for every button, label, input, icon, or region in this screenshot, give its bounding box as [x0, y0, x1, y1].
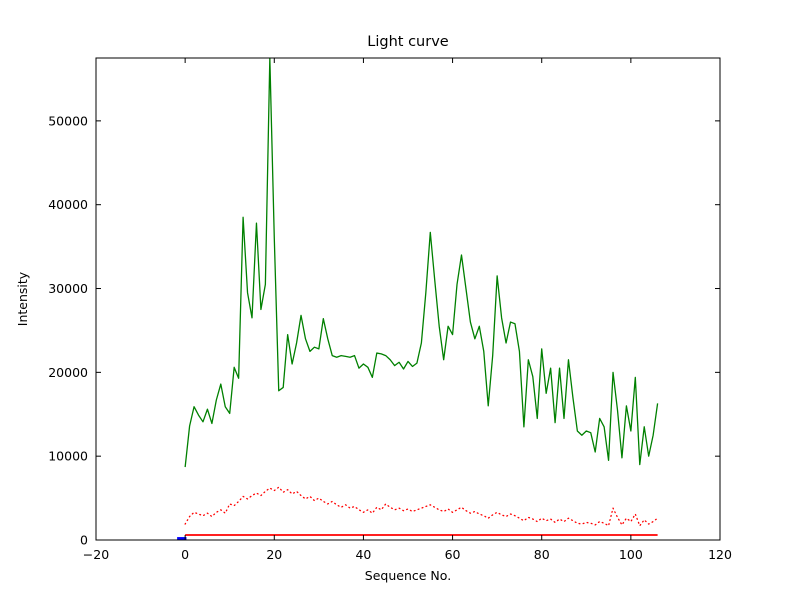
x-tick-label: 120: [708, 547, 732, 562]
axes-frame: [95, 57, 721, 541]
x-tick-label: 20: [266, 547, 282, 562]
y-tick-label: 30000: [48, 281, 88, 296]
x-tick-label: 0: [181, 547, 189, 562]
x-tick-label: 100: [619, 547, 643, 562]
y-tick-label: 0: [80, 533, 88, 548]
x-axis-label: Sequence No.: [365, 568, 451, 583]
series-background-dotted: [184, 486, 659, 527]
y-axis-label: Intensity: [15, 271, 30, 326]
series-light-curve-main: [184, 58, 659, 468]
x-tick-label: 40: [355, 547, 371, 562]
chart-title: Light curve: [367, 34, 449, 50]
x-tick-label: 60: [445, 547, 461, 562]
y-tick-label: 10000: [48, 449, 88, 464]
x-tick-label: 80: [534, 547, 550, 562]
y-tick-label: 40000: [48, 197, 88, 212]
y-tick-label: 50000: [48, 113, 88, 128]
y-tick-label: 20000: [48, 365, 88, 380]
x-tick-label: −20: [83, 547, 109, 562]
